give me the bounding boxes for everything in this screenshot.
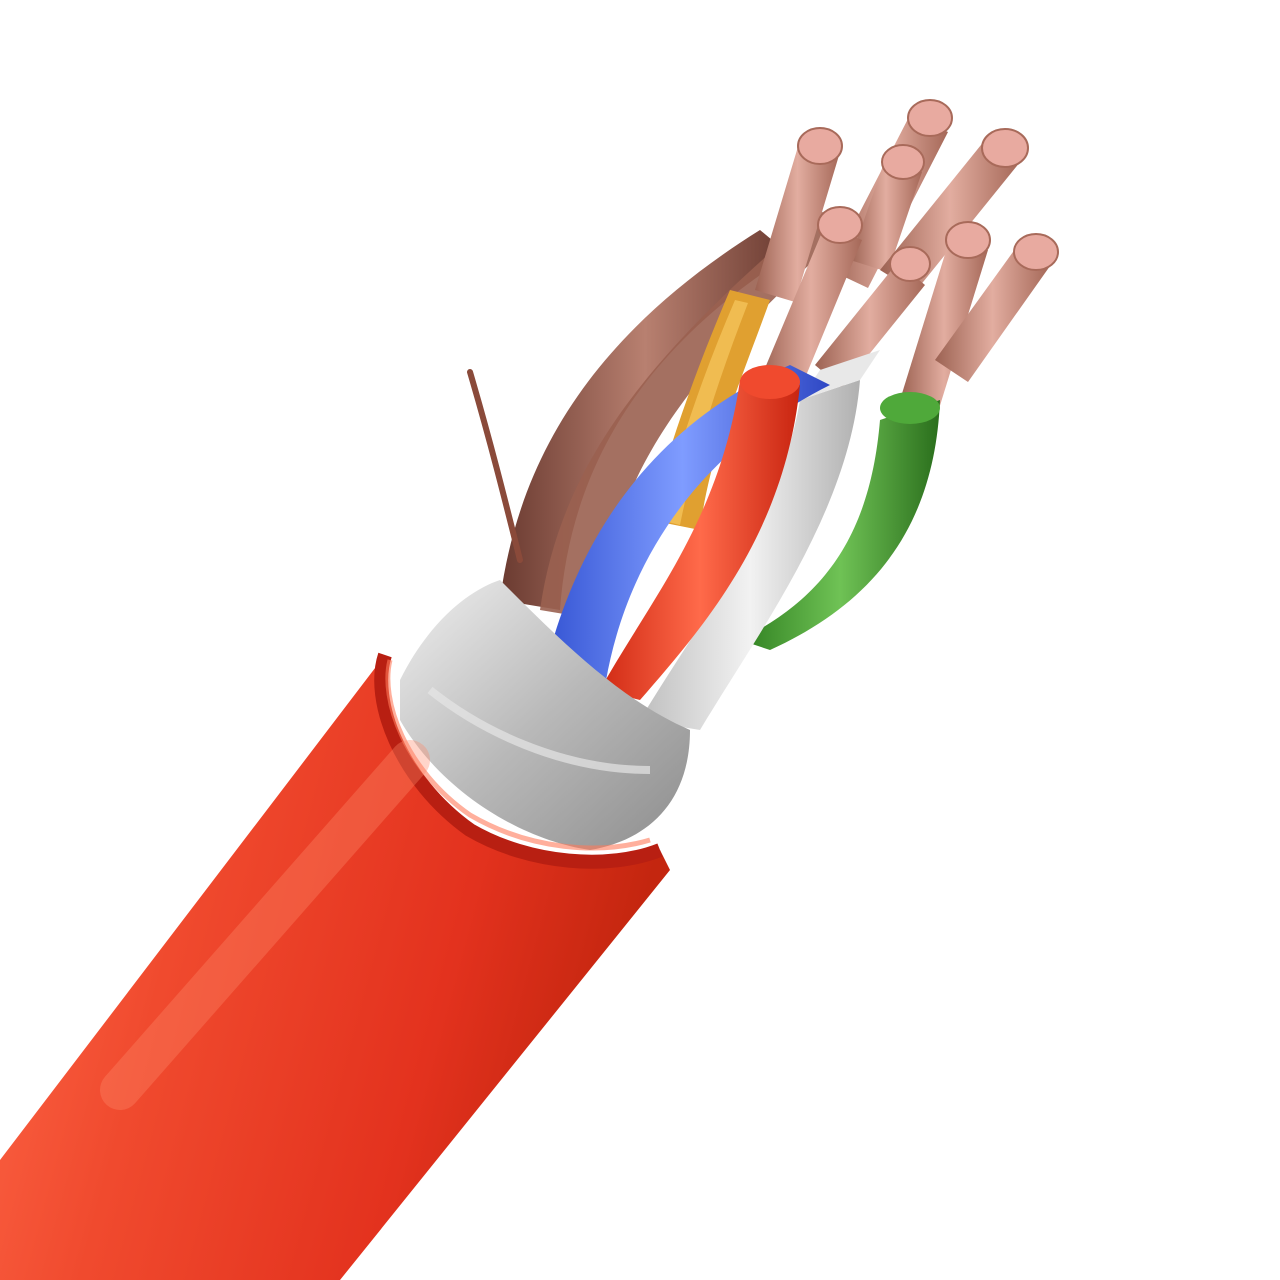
copper-strand bbox=[935, 233, 1059, 382]
copper-strand bbox=[760, 206, 863, 395]
red-jacket bbox=[0, 652, 670, 1280]
green-core bbox=[740, 392, 940, 650]
copper-strand bbox=[900, 221, 991, 412]
copper-strand bbox=[815, 246, 931, 388]
copper-strand bbox=[755, 127, 843, 302]
copper-strand bbox=[850, 144, 925, 272]
red-core bbox=[600, 365, 800, 700]
foil-shield bbox=[400, 580, 690, 850]
copper-conductors bbox=[755, 99, 1059, 412]
blue-core bbox=[535, 365, 830, 730]
drain-wire bbox=[467, 369, 523, 563]
